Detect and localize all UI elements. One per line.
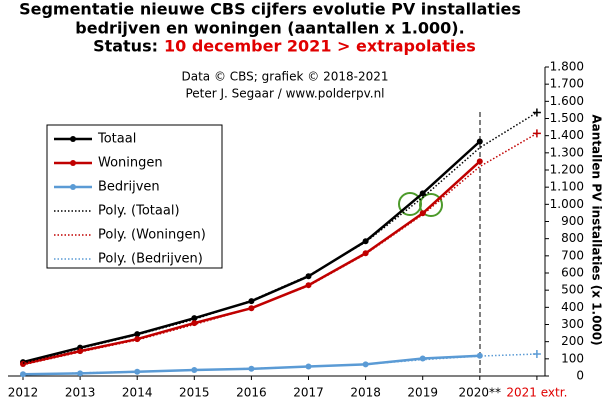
legend-label: Poly. (Woningen) [98, 228, 206, 243]
credits: Data © CBS; grafiek © 2018-2021 [182, 70, 389, 84]
data-point [476, 138, 483, 145]
legend-label: Totaal [97, 132, 136, 147]
data-point [20, 360, 26, 367]
credits: Peter J. Segaar / www.polderpv.nl [185, 87, 384, 101]
x-tick-label: 2012 [8, 386, 39, 400]
y-tick-label: 1.000 [550, 197, 584, 211]
legend-label: Poly. (Totaal) [98, 204, 180, 219]
data-point [362, 250, 369, 257]
y-tick-label: 1.300 [550, 145, 584, 159]
y-tick-label: 1.700 [550, 77, 584, 91]
x-tick-label: 2021 extr. [506, 386, 567, 400]
data-point [305, 363, 312, 370]
data-point [134, 336, 141, 343]
data-point [191, 366, 198, 373]
data-point [419, 355, 426, 362]
extrapolation-marker [532, 108, 541, 117]
y-tick-label: 1.500 [550, 111, 584, 125]
data-point [191, 320, 198, 327]
annotation-circle [419, 193, 443, 217]
x-tick-label: 2015 [179, 386, 210, 400]
legend-marker [70, 184, 76, 190]
status-label: Status: [93, 37, 158, 56]
trend-line [22, 132, 538, 366]
status: 10 december 2021 > extrapolaties [164, 37, 476, 56]
y-tick-label: 1.100 [550, 180, 584, 194]
data-point [362, 238, 369, 245]
legend-marker [70, 136, 76, 142]
x-tick-label: 2019 [407, 386, 438, 400]
y-tick-label: 1.600 [550, 94, 584, 108]
data-point [362, 361, 369, 368]
extrapolation-marker [532, 129, 541, 138]
data-point [476, 158, 483, 165]
legend-label: Poly. (Bedrijven) [98, 252, 203, 267]
y-tick-label: 700 [561, 248, 584, 262]
y-tick-label: 900 [561, 214, 584, 228]
data-point [134, 368, 141, 375]
legend-label: Woningen [98, 156, 163, 171]
x-tick-label: 2018 [350, 386, 381, 400]
trend-line [22, 111, 538, 364]
x-tick-label: 2017 [293, 386, 324, 400]
x-tick-label: 2014 [122, 386, 153, 400]
y-tick-label: 100 [561, 351, 584, 365]
y-axis-label: Aantallen PV installaties (x 1.000) [590, 114, 604, 345]
data-point [476, 352, 483, 359]
legend-marker [70, 160, 76, 166]
extrapolation-marker [532, 350, 541, 359]
y-tick-label: 0 [576, 369, 584, 383]
y-tick-label: 300 [561, 317, 584, 331]
y-tick-label: 400 [561, 300, 584, 314]
data-point [419, 190, 426, 197]
chart-title: Segmentatie nieuwe CBS cijfers evolutie … [19, 0, 521, 19]
y-tick-label: 200 [561, 334, 584, 348]
y-tick-label: 1.200 [550, 163, 584, 177]
y-tick-label: 1.800 [550, 60, 584, 74]
data-point [419, 210, 426, 217]
legend-label: Bedrijven [98, 180, 160, 195]
x-tick-label: 2013 [65, 386, 96, 400]
chart-title: bedrijven en woningen (aantallen x 1.000… [75, 19, 464, 38]
y-tick-label: 800 [561, 231, 584, 245]
x-tick-label: 2016 [236, 386, 267, 400]
y-tick-label: 600 [561, 266, 584, 280]
x-tick-label: 2020** [459, 386, 502, 400]
y-tick-label: 500 [561, 283, 584, 297]
legend [46, 124, 223, 269]
y-tick-label: 1.400 [550, 128, 584, 142]
